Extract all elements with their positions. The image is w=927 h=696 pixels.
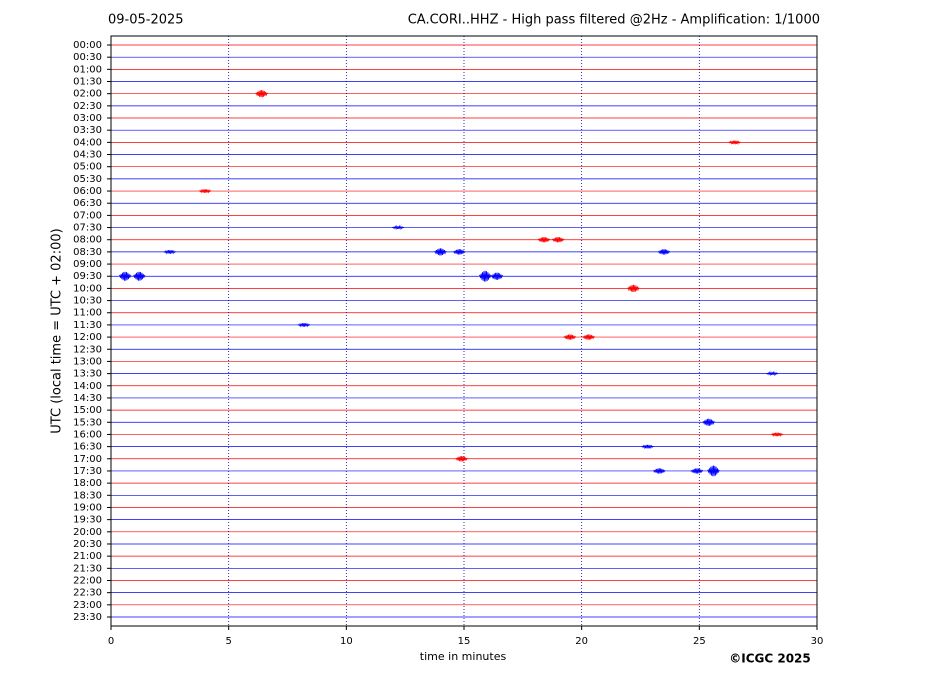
y-tick-label: 07:00 [73, 210, 102, 221]
y-tick-label: 18:30 [73, 490, 102, 501]
seismic-event [702, 418, 716, 426]
seismic-event [641, 444, 654, 450]
x-tick-label: 30 [811, 636, 824, 647]
y-tick-label: 20:30 [73, 539, 102, 550]
y-tick-label: 00:30 [73, 52, 102, 63]
y-tick-label: 10:00 [73, 283, 102, 294]
seismic-event [627, 284, 640, 292]
y-tick-label: 22:00 [73, 575, 102, 586]
y-tick-label: 14:00 [73, 381, 102, 392]
y-tick-label: 16:00 [73, 429, 102, 440]
seismic-event [198, 189, 212, 194]
seismic-event [118, 271, 132, 281]
seismic-event [690, 468, 704, 474]
seismic-event [657, 249, 671, 255]
y-tick-label: 15:30 [73, 417, 102, 428]
y-tick-label: 05:30 [73, 174, 102, 185]
seismic-event [163, 249, 177, 255]
y-tick-label: 02:00 [73, 89, 102, 100]
seismic-event [132, 271, 146, 281]
y-tick-label: 10:30 [73, 296, 102, 307]
y-tick-label: 19:30 [73, 515, 102, 526]
x-tick-label: 5 [225, 636, 231, 647]
y-tick-label: 03:30 [73, 125, 102, 136]
seismic-event [653, 468, 666, 474]
seismic-event [455, 456, 468, 462]
y-tick-label: 23:00 [73, 600, 102, 611]
y-tick-label: 21:30 [73, 563, 102, 574]
y-tick-label: 00:00 [73, 40, 102, 51]
y-tick-label: 13:00 [73, 356, 102, 367]
y-tick-label: 21:00 [73, 551, 102, 562]
seismic-event [770, 432, 784, 438]
y-tick-label: 07:30 [73, 223, 102, 234]
seismic-event [551, 236, 565, 243]
seismic-event [582, 334, 595, 340]
seismic-event [434, 248, 447, 256]
y-tick-label: 08:30 [73, 247, 102, 258]
y-tick-label: 03:00 [73, 113, 102, 124]
y-tick-label: 09:30 [73, 271, 102, 282]
seismic-event [707, 465, 720, 477]
x-tick-label: 10 [340, 636, 353, 647]
y-tick-label: 13:30 [73, 369, 102, 380]
y-tick-label: 16:30 [73, 442, 102, 453]
y-tick-label: 01:30 [73, 77, 102, 88]
y-tick-label: 06:30 [73, 198, 102, 209]
copyright: ©ICGC 2025 [729, 652, 811, 666]
y-tick-label: 22:30 [73, 588, 102, 599]
y-tick-label: 19:00 [73, 502, 102, 513]
seismic-event [478, 270, 492, 282]
y-tick-label: 23:30 [73, 612, 102, 623]
y-tick-label: 17:00 [73, 454, 102, 465]
seismic-event [563, 334, 577, 340]
y-axis-label: UTC (local time = UTC + 02:00) [50, 228, 65, 433]
date: 09-05-2025 [108, 13, 184, 28]
x-axis-label: time in minutes [420, 650, 507, 663]
seismic-event [727, 140, 741, 145]
seismic-event [452, 249, 466, 255]
y-tick-label: 02:30 [73, 101, 102, 112]
chart-title: CA.CORI..HHZ - High pass filtered @2Hz -… [408, 13, 820, 28]
x-tick-label: 0 [108, 636, 114, 647]
y-tick-label: 01:00 [73, 64, 102, 75]
y-tick-label: 05:00 [73, 162, 102, 173]
y-tick-label: 08:00 [73, 235, 102, 246]
seismic-event [765, 370, 779, 377]
plot-frame [110, 35, 818, 627]
y-tick-label: 11:30 [73, 320, 102, 331]
y-tick-label: 20:00 [73, 527, 102, 538]
y-tick-label: 15:00 [73, 405, 102, 416]
x-tick-label: 25 [693, 636, 706, 647]
y-tick-label: 04:00 [73, 137, 102, 148]
y-tick-label: 14:30 [73, 393, 102, 404]
y-tick-label: 11:00 [73, 308, 102, 319]
y-tick-label: 04:30 [73, 150, 102, 161]
seismic-event [254, 90, 268, 98]
seismic-event [490, 272, 504, 280]
y-tick-label: 17:30 [73, 466, 102, 477]
y-tick-label: 09:00 [73, 259, 102, 270]
y-tick-label: 12:00 [73, 332, 102, 343]
x-tick-label: 15 [458, 636, 471, 647]
seismic-event [391, 224, 405, 231]
seismic-event [297, 322, 311, 328]
y-tick-label: 12:30 [73, 344, 102, 355]
x-tick-label: 20 [575, 636, 588, 647]
y-tick-label: 06:00 [73, 186, 102, 197]
seismic-event [537, 236, 551, 243]
y-tick-label: 18:00 [73, 478, 102, 489]
